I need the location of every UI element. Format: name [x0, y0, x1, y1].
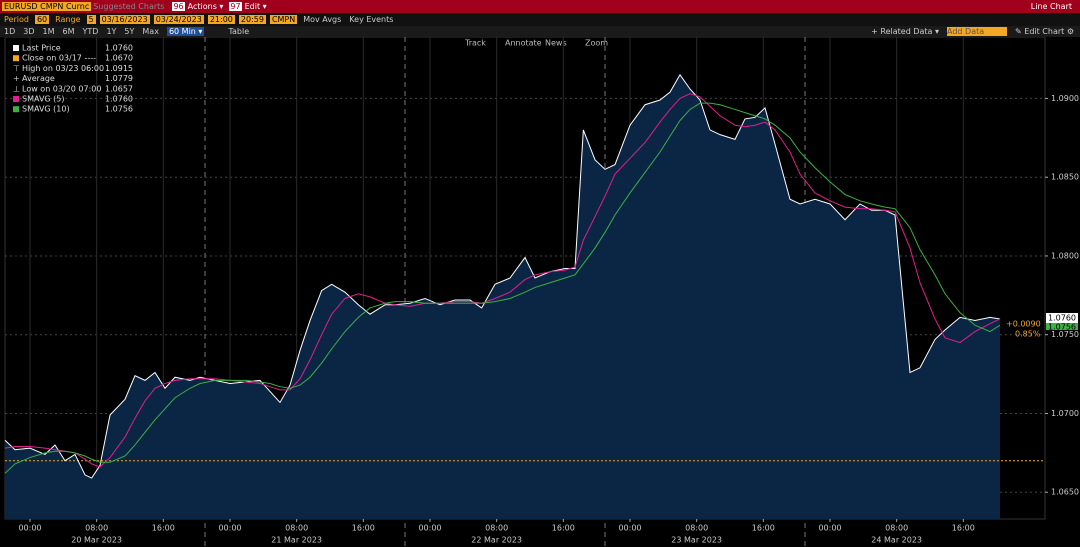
range-button[interactable]: 3D [23, 27, 35, 36]
x-tick-label: 16:00 [352, 524, 375, 533]
toggle[interactable]: Key Events [349, 15, 394, 24]
chart: Track Annotate News Zoom1.06501.07001.07501… [4, 37, 1079, 547]
legend-value: 1.0756 [105, 105, 133, 114]
table-button[interactable]: Table [228, 27, 250, 36]
series-line [4, 73, 1001, 479]
settings-bar: Period 60 Range 5 03/16/2023 03/24/2023 … [0, 13, 1080, 26]
x-tick-label: 16:00 [752, 524, 775, 533]
date-label: 24 Mar 2023 [871, 536, 922, 545]
date-label: 22 Mar 2023 [471, 536, 522, 545]
sma-box [1046, 323, 1078, 330]
range-button[interactable]: Max [142, 27, 159, 36]
chart-tool: Track [464, 39, 486, 48]
date-label: 20 Mar 2023 [71, 536, 122, 545]
x-tick-label: 00:00 [618, 524, 641, 533]
related-data[interactable]: + Related Data ▾ [871, 27, 940, 36]
interval[interactable]: 60 Min ▾ [166, 27, 205, 36]
y-tick-label: 1.0700 [1051, 409, 1079, 418]
x-tick-label: 16:00 [152, 524, 175, 533]
x-tick-label: 00:00 [18, 524, 41, 533]
input[interactable]: 20:59 [238, 15, 266, 24]
y-tick-label: 1.0900 [1051, 94, 1079, 103]
input[interactable]: 03/24/2023 [153, 15, 204, 24]
view[interactable]: Line Chart [1030, 2, 1072, 11]
change-label: +0.0090 [1006, 320, 1041, 329]
series-line [4, 93, 1001, 468]
x-tick-label: 16:00 [952, 524, 975, 533]
title-bar: EURUSD CMPN Curnc Suggested Charts 96 Ac… [0, 0, 1080, 13]
last-label: 1.0760 [1048, 314, 1076, 323]
y-tick-label: 1.0850 [1051, 173, 1079, 182]
range-button[interactable]: 5Y [124, 27, 135, 36]
chart-tool: Zoom [585, 39, 608, 48]
input[interactable]: CMPN [269, 15, 298, 24]
legend-value: 1.0670 [105, 54, 133, 63]
legend-icon: + [13, 74, 20, 83]
legend-icon: ⊥ [13, 84, 20, 93]
chart-tool: Annotate [505, 39, 542, 48]
x-tick-label: 16:00 [552, 524, 575, 533]
area [5, 74, 1000, 519]
y-tick-label: 1.0800 [1051, 251, 1079, 260]
x-tick-label: 08:00 [685, 524, 708, 533]
label: Period [4, 15, 29, 24]
chart-tool: News [545, 39, 567, 48]
legend-value: 1.0779 [105, 74, 133, 83]
legend-label: High on 03/23 06:00 [22, 64, 104, 73]
edit[interactable]: Edit ▾ [244, 2, 267, 11]
x-tick-label: 08:00 [85, 524, 108, 533]
y-tick-label: 1.0750 [1051, 330, 1079, 339]
input[interactable]: 60 [34, 15, 50, 24]
x-tick-label: 08:00 [285, 524, 308, 533]
legend-swatch [13, 96, 19, 102]
legend-label: Average [22, 74, 55, 83]
range-button[interactable]: 6M [62, 27, 75, 36]
legend-value: 1.0657 [105, 84, 133, 93]
legend-swatch [13, 55, 19, 62]
last-box [1046, 313, 1078, 323]
legend-swatch [13, 45, 19, 51]
input[interactable]: 21:00 [207, 15, 235, 24]
range-button[interactable]: YTD [82, 27, 99, 36]
edit-chart[interactable]: ✎ Edit Chart ⚙ [1015, 27, 1074, 36]
label: Range [55, 15, 81, 24]
x-tick-label: 08:00 [885, 524, 908, 533]
add-data[interactable]: Add Data [947, 27, 1008, 36]
legend-value: 1.0760 [105, 95, 133, 104]
actions[interactable]: Actions ▾ [187, 2, 224, 11]
y-tick-label: 1.0650 [1051, 488, 1079, 497]
input[interactable]: 03/16/2023 [99, 15, 150, 24]
legend-label: Last Price [22, 44, 61, 53]
legend-value: 1.0760 [105, 44, 133, 53]
legend-value: 1.0915 [105, 64, 133, 73]
range-button[interactable]: 1M [42, 27, 55, 36]
series-line [4, 102, 1001, 474]
legend-label: Low on 03/20 07:00 [22, 84, 101, 93]
suggested[interactable]: Suggested Charts [93, 2, 165, 11]
x-tick-label: 00:00 [818, 524, 841, 533]
legend-label: SMAVG (10) [22, 105, 70, 114]
x-tick-label: 00:00 [218, 524, 241, 533]
legend-swatch [13, 106, 19, 113]
actions-num: 96 [172, 2, 185, 11]
x-tick-label: 08:00 [485, 524, 508, 533]
date-label: 21 Mar 2023 [271, 536, 322, 545]
legend-label: Close on 03/17 ---- [22, 54, 96, 63]
x-tick-label: 00:00 [418, 524, 441, 533]
toggle[interactable]: Mov Avgs [303, 15, 342, 24]
range-button[interactable]: 1D [4, 27, 16, 36]
range-bar: 1D 3D 1M 6M YTD 1Y 5Y Max 60 Min ▾ Table + Related… [0, 26, 1080, 37]
security[interactable]: EURUSD CMPN Curnc [2, 2, 92, 11]
edit-num: 97 [229, 2, 242, 11]
sma-label: 1.0756 [1048, 323, 1076, 332]
input[interactable]: 5 [86, 15, 96, 24]
pct-label: 0.85% [1015, 330, 1041, 339]
date-label: 23 Mar 2023 [671, 536, 722, 545]
legend-icon: ⊤ [13, 64, 20, 73]
range-button[interactable]: 1Y [106, 27, 117, 36]
legend-label: SMAVG (5) [22, 95, 65, 104]
